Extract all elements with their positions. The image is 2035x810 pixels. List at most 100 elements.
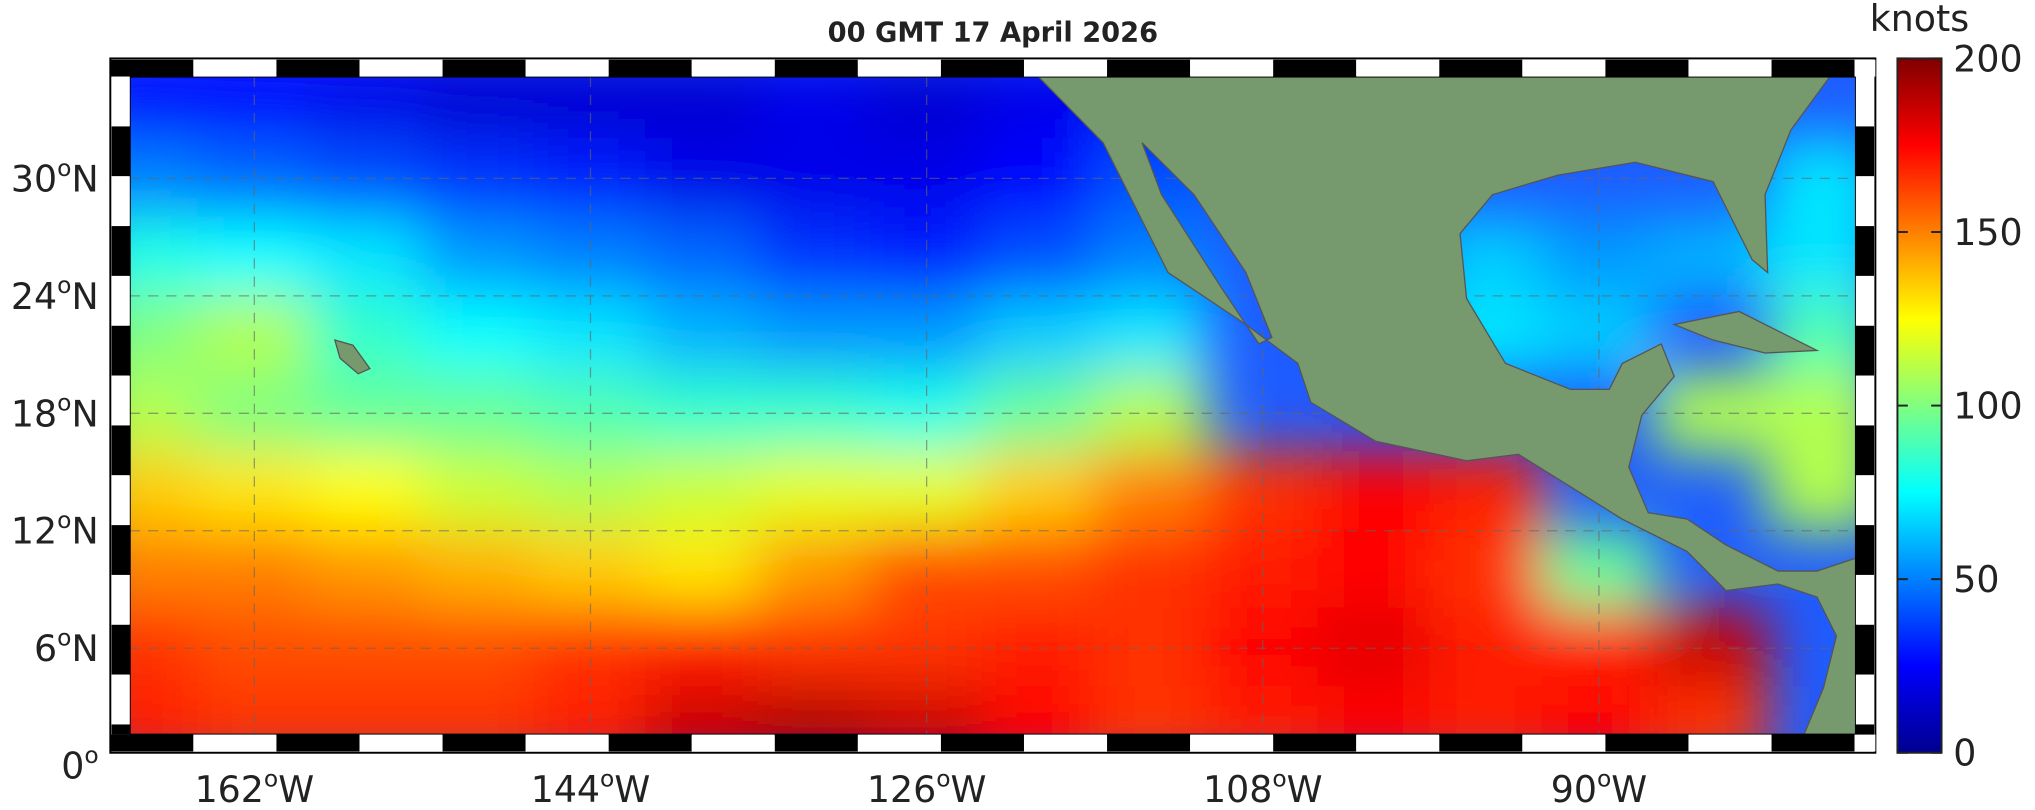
border-segment (1771, 734, 1855, 752)
border-segment (1023, 734, 1108, 752)
border-segment (1854, 734, 1876, 752)
degree-mark: o (84, 741, 98, 769)
field-cell (981, 216, 1097, 298)
colorbar-tick-label: 50 (1953, 558, 1999, 601)
field-cell (129, 451, 200, 533)
field-cell (1317, 451, 1433, 533)
field-cell (129, 294, 200, 376)
field-cell (421, 76, 536, 141)
border-segment (110, 734, 194, 752)
field-cell (757, 76, 872, 141)
degree-mark: o (1597, 764, 1611, 792)
border-segment (1107, 59, 1191, 77)
field-cell (421, 451, 536, 533)
colorbar-tick-label: 200 (1953, 37, 2022, 80)
tick-value: 108 (1203, 768, 1272, 810)
border-segment (1688, 59, 1772, 77)
border-segment (1522, 734, 1606, 752)
field-cell (757, 294, 872, 376)
border-segment (774, 734, 858, 752)
field-cell (757, 137, 872, 219)
border-segment (691, 59, 775, 77)
tick-label: 18oN (11, 389, 99, 436)
degree-mark: o (57, 506, 71, 534)
border-segment (1605, 59, 1689, 77)
border-segment (1855, 325, 1875, 376)
tick-value: 24 (11, 275, 57, 318)
tick-value: 0 (61, 745, 84, 788)
field-cell (1765, 451, 1856, 533)
border-segment (111, 724, 130, 735)
border-segment (111, 674, 130, 725)
field-cell (129, 607, 200, 689)
field-cell (1205, 686, 1321, 735)
degree-mark: o (936, 764, 950, 792)
field-cell (197, 76, 312, 141)
hemisphere: N (71, 275, 98, 318)
field-cell (129, 216, 200, 298)
field-cell (129, 137, 200, 219)
colorbar-tick-label: 150 (1953, 211, 2022, 254)
degree-mark: o (264, 764, 278, 792)
field-cell (1093, 451, 1209, 533)
border-segment (111, 425, 130, 476)
field-cell (309, 529, 424, 611)
border-segment (1855, 724, 1875, 735)
border-segment (442, 59, 526, 77)
border-segment (111, 624, 130, 675)
field-cell (981, 451, 1097, 533)
border-segment (110, 59, 194, 77)
border-segment (691, 734, 775, 752)
tick-value: 30 (11, 157, 57, 200)
border-segment (359, 59, 443, 77)
field-cell (129, 686, 200, 735)
colorbar-label: knots (1870, 0, 1969, 40)
field-cell (1093, 529, 1209, 611)
border-frame (109, 57, 1877, 754)
island (1671, 310, 1820, 354)
field-cell (1765, 216, 1856, 298)
tick-label: 162oW (195, 764, 315, 810)
hemisphere: W (278, 768, 314, 810)
degree-mark: o (57, 154, 71, 182)
colorbar-ticks: 0 50 100 150 200 (1897, 37, 2023, 775)
border-segment (111, 275, 130, 326)
field-cell (1093, 294, 1209, 376)
field-cell (1317, 529, 1433, 611)
field-cell (757, 216, 872, 298)
tick-label: 24oN (11, 271, 99, 318)
border-segment (940, 734, 1024, 752)
field-cell (421, 686, 536, 735)
field-cell (869, 76, 984, 141)
border-segment (1356, 59, 1440, 77)
hemisphere: W (1287, 768, 1323, 810)
border-segment (111, 325, 130, 376)
border-segment (1439, 734, 1523, 752)
field-cell (869, 686, 984, 735)
field-cell (533, 76, 648, 141)
border-segment (1605, 734, 1689, 752)
border-segment (111, 375, 130, 426)
field-cell (1429, 529, 1545, 611)
border-segment (276, 734, 360, 752)
border-segment (111, 226, 130, 276)
field-cell (981, 294, 1097, 376)
map-border (109, 57, 1877, 754)
border-segment (111, 126, 130, 177)
field-cell (129, 372, 200, 454)
tick-value: 126 (867, 768, 936, 810)
tick-value: 6 (34, 627, 57, 670)
degree-mark: o (57, 389, 71, 417)
tick-label: 30oN (11, 154, 99, 201)
tick-value: 162 (195, 768, 264, 810)
border-segment (1855, 176, 1875, 227)
border-segment (608, 734, 692, 752)
hemisphere: W (950, 768, 986, 810)
field-cell (1093, 686, 1209, 735)
field-cell (1317, 686, 1433, 735)
land-mass (1037, 76, 1856, 735)
border-segment (1439, 59, 1523, 77)
field-cell (645, 529, 760, 611)
field-cell (1541, 686, 1657, 735)
